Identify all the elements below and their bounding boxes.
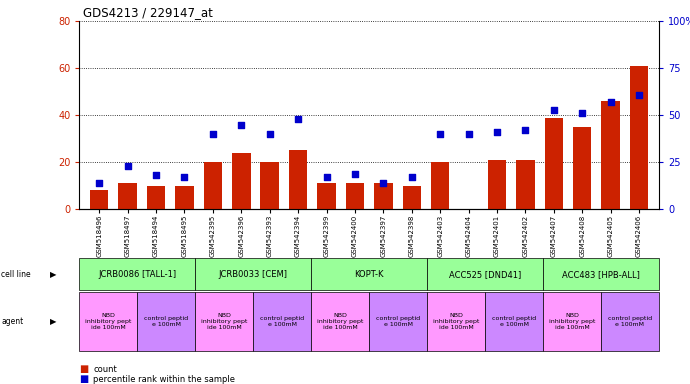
Text: control peptid
e 100mM: control peptid e 100mM [144,316,188,327]
Text: NBD
inhibitory pept
ide 100mM: NBD inhibitory pept ide 100mM [317,313,364,330]
Bar [289,151,307,209]
Text: ▶: ▶ [50,270,56,279]
Point [264,131,275,137]
Point [94,180,105,186]
Text: ACC525 [DND41]: ACC525 [DND41] [449,270,521,279]
Bar [175,186,194,209]
Text: GDS4213 / 229147_at: GDS4213 / 229147_at [83,6,213,19]
Text: JCRB0033 [CEM]: JCRB0033 [CEM] [219,270,288,279]
Bar [90,190,108,209]
Bar [402,186,421,209]
Bar [374,184,393,209]
Text: JCRB0086 [TALL-1]: JCRB0086 [TALL-1] [98,270,177,279]
Bar [573,127,591,209]
Text: ▶: ▶ [50,317,56,326]
Text: NBD
inhibitory pept
ide 100mM: NBD inhibitory pept ide 100mM [201,313,248,330]
Point [208,131,219,137]
Text: agent: agent [1,317,23,326]
Point [406,174,417,180]
Point [633,91,644,98]
Bar [204,162,222,209]
Bar [147,186,166,209]
Point [122,163,133,169]
Text: count: count [93,365,117,374]
Point [150,172,161,179]
Text: cell line: cell line [1,270,31,279]
Text: NBD
inhibitory pept
ide 100mM: NBD inhibitory pept ide 100mM [85,313,132,330]
Text: percentile rank within the sample: percentile rank within the sample [93,375,235,384]
Bar [488,160,506,209]
Point [293,116,304,122]
Bar [232,153,250,209]
Text: ■: ■ [79,364,88,374]
Text: control peptid
e 100mM: control peptid e 100mM [376,316,420,327]
Text: ■: ■ [79,374,88,384]
Text: control peptid
e 100mM: control peptid e 100mM [608,316,652,327]
Point [321,174,332,180]
Text: control peptid
e 100mM: control peptid e 100mM [260,316,304,327]
Point [549,106,560,113]
Bar [119,184,137,209]
Point [520,127,531,133]
Bar [516,160,535,209]
Bar [261,162,279,209]
Point [577,110,588,116]
Point [491,129,502,135]
Bar [602,101,620,209]
Text: NBD
inhibitory pept
ide 100mM: NBD inhibitory pept ide 100mM [433,313,480,330]
Bar [431,162,449,209]
Text: KOPT-K: KOPT-K [355,270,384,279]
Text: NBD
inhibitory pept
ide 100mM: NBD inhibitory pept ide 100mM [549,313,595,330]
Point [179,174,190,180]
Point [236,121,247,127]
Text: ACC483 [HPB-ALL]: ACC483 [HPB-ALL] [562,270,640,279]
Bar [317,184,336,209]
Text: control peptid
e 100mM: control peptid e 100mM [492,316,536,327]
Point [463,131,474,137]
Point [605,99,616,105]
Bar [630,66,649,209]
Point [378,180,389,186]
Bar [346,184,364,209]
Point [349,170,360,177]
Bar [544,118,563,209]
Point [435,131,446,137]
